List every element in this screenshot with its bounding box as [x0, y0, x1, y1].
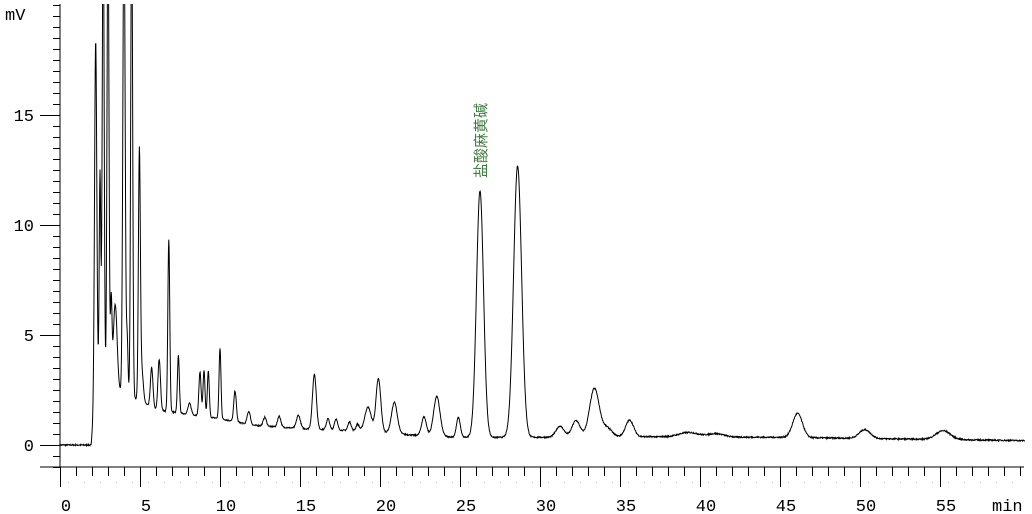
x-half-tick-dot [756, 482, 757, 483]
x-tick-label: 15 [296, 498, 316, 514]
x-half-tick-dot [692, 482, 693, 483]
x-half-tick-dot [644, 482, 645, 483]
x-half-tick-dot [836, 482, 837, 483]
x-half-tick-dot [772, 482, 773, 483]
x-half-tick-dot [804, 482, 805, 483]
x-half-tick-dot [516, 482, 517, 483]
x-half-tick-dot [724, 482, 725, 483]
x-tick-label: 25 [456, 498, 476, 514]
x-half-tick-dot [676, 482, 677, 483]
x-half-tick-dot [420, 482, 421, 483]
y-tick-label: 15 [14, 108, 34, 127]
x-half-tick-dot [468, 482, 469, 483]
x-half-tick-dot [564, 482, 565, 483]
x-half-tick-dot [708, 482, 709, 483]
x-half-tick-dot [84, 482, 85, 483]
x-half-tick-dot [452, 482, 453, 483]
x-half-tick-dot [900, 482, 901, 483]
y-tick-label: 10 [14, 218, 34, 237]
x-half-tick-dot [68, 482, 69, 483]
x-half-tick-dot [500, 482, 501, 483]
y-axis-unit-label: mV [5, 7, 26, 26]
x-half-tick-dot [964, 482, 965, 483]
y-tick-label: 0 [24, 438, 34, 457]
x-half-tick-dot [164, 482, 165, 483]
x-half-tick-dot [596, 482, 597, 483]
x-tick-label: 35 [616, 498, 636, 514]
peak-annotations: 盐酸麻黄碱 [472, 103, 490, 178]
x-half-tick-dot [532, 482, 533, 483]
x-half-tick-dot [916, 482, 917, 483]
x-half-tick-dot [324, 482, 325, 483]
x-half-tick-dot [292, 482, 293, 483]
x-half-tick-dot [612, 482, 613, 483]
x-half-tick-dot [932, 482, 933, 483]
x-half-tick-dot [372, 482, 373, 483]
x-tick-label: 5 [141, 498, 151, 514]
x-half-tick-dot [244, 482, 245, 483]
axes: 0 5 10 15 0 5 10 15 20 25 30 35 40 45 50 55 [14, 4, 1024, 514]
x-half-tick-dot [740, 482, 741, 483]
x-tick-label: 50 [856, 498, 876, 514]
x-half-tick-dot [100, 482, 101, 483]
y-tick-label: 5 [24, 328, 34, 347]
x-half-tick-dot [820, 482, 821, 483]
x-half-tick-dot [980, 482, 981, 483]
x-half-tick-dot [580, 482, 581, 483]
x-half-tick-dot [276, 482, 277, 483]
x-half-tick-dot [436, 482, 437, 483]
x-half-tick-dot [356, 482, 357, 483]
x-half-tick-dot [1012, 482, 1013, 483]
signal-trace [60, 4, 1025, 448]
x-tick-label: 10 [216, 498, 236, 514]
x-half-tick-dot [996, 482, 997, 483]
x-half-tick-dot [260, 482, 261, 483]
x-half-tick-dot [308, 482, 309, 483]
x-half-tick-dot [788, 482, 789, 483]
x-half-tick-dot [484, 482, 485, 483]
x-half-tick-dot [660, 482, 661, 483]
x-tick-label: 20 [376, 498, 396, 514]
x-half-tick-dot [548, 482, 549, 483]
x-half-tick-dot [228, 482, 229, 483]
x-half-tick-dot [852, 482, 853, 483]
x-tick-label: 45 [776, 498, 796, 514]
x-half-tick-dot [868, 482, 869, 483]
x-half-tick-dot [340, 482, 341, 483]
x-half-tick-dot [948, 482, 949, 483]
peak-label-ephedrine-hydrochloride: 盐酸麻黄碱 [472, 103, 490, 178]
x-half-tick-dot [404, 482, 405, 483]
x-half-tick-dot [180, 482, 181, 483]
x-tick-label: 0 [61, 498, 71, 514]
x-half-tick-dot [212, 482, 213, 483]
x-half-tick-dot [148, 482, 149, 483]
x-tick-label: 30 [536, 498, 556, 514]
x-tick-label: 55 [936, 498, 956, 514]
x-half-tick-dot [884, 482, 885, 483]
x-axis-unit-label: min [992, 498, 1023, 514]
x-half-tick-dot [388, 482, 389, 483]
x-half-tick-dot [628, 482, 629, 483]
x-half-tick-dot [132, 482, 133, 483]
x-tick-label: 40 [696, 498, 716, 514]
x-half-tick-dot [116, 482, 117, 483]
x-half-tick-dot [196, 482, 197, 483]
